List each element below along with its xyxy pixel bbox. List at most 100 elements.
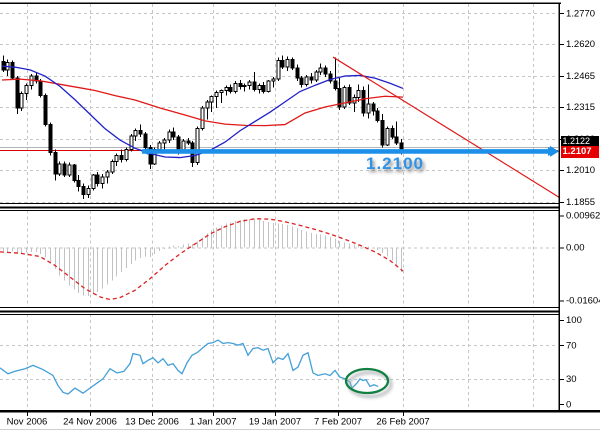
candle-body	[62, 163, 67, 176]
rsi-tick-label: 30	[566, 374, 577, 385]
candle-body	[171, 131, 176, 138]
candle-body	[252, 81, 257, 90]
gridlines	[0, 4, 558, 410]
candle-body	[361, 89, 366, 114]
candle-body	[214, 92, 219, 98]
candle-body	[276, 60, 281, 80]
candle-body	[53, 151, 58, 175]
date-tick-label: 24 Nov 2006	[63, 417, 117, 428]
candlestick-series	[1, 55, 404, 199]
macd-signal-line[interactable]	[0, 218, 404, 301]
candle-body	[57, 163, 62, 175]
candle-body	[205, 101, 210, 109]
rsi-indicator-panel[interactable]	[0, 314, 560, 410]
splitter-bar	[0, 206, 560, 209]
candle-body	[138, 130, 143, 135]
candle-body	[72, 164, 77, 181]
macd-indicator-panel[interactable]	[0, 210, 560, 307]
candle-body	[124, 148, 129, 161]
candle-body	[323, 67, 328, 75]
candle-body	[233, 82, 238, 93]
candle-body	[304, 76, 309, 85]
candle-body	[394, 136, 399, 144]
candle-body	[105, 171, 110, 178]
candle-body	[86, 188, 91, 196]
candle-body	[43, 95, 48, 126]
date-tick-label: 19 Jan 2007	[249, 417, 301, 428]
panel-splitter-2[interactable]	[0, 307, 560, 314]
candle-body	[200, 107, 205, 130]
candle-body	[133, 130, 138, 137]
candle-body	[100, 176, 105, 184]
candle-body	[375, 110, 380, 121]
candle-body	[129, 135, 134, 150]
candle-body	[318, 67, 323, 73]
price-tick-label: 1.2315	[566, 102, 595, 113]
ask-price-badge: 1.2122	[560, 136, 599, 147]
candle-body	[290, 59, 295, 69]
candle-body	[81, 185, 86, 196]
candle-body	[385, 128, 390, 146]
candle-body	[34, 75, 39, 82]
date-tick-label: 26 Feb 2007	[376, 417, 429, 428]
price-pointer-arrow-icon	[548, 146, 559, 156]
candle-body	[285, 59, 290, 68]
rsi-panel-top-border	[0, 313, 560, 315]
price-tick-label: 1.2465	[566, 71, 595, 82]
rsi-tick-label: 0	[566, 399, 571, 410]
candle-body	[186, 140, 191, 144]
candle-body	[76, 179, 81, 187]
candle-body	[19, 93, 24, 109]
candle-body	[24, 84, 29, 95]
support-ray-left-arrow	[141, 147, 149, 156]
rsi-tick-label: 100	[566, 315, 582, 326]
candle-body	[48, 124, 53, 153]
candle-body	[366, 103, 371, 114]
candle-body	[195, 128, 200, 164]
date-scale-area[interactable]	[0, 412, 600, 433]
descending-trendline[interactable]	[332, 56, 561, 199]
candle-body	[209, 96, 214, 103]
rsi-line[interactable]	[0, 339, 379, 395]
ellipse-shadow	[347, 371, 393, 398]
splitter-line	[0, 203, 560, 204]
candle-body	[337, 87, 342, 108]
bottom-separator-line	[0, 429, 600, 430]
candle-body	[110, 161, 115, 173]
date-tick-label: 13 Dec 2006	[125, 417, 179, 428]
candle-body	[247, 81, 252, 86]
candle-body	[238, 82, 243, 87]
candle-body	[114, 155, 119, 163]
date-axis: Nov 2006 24 Nov 2006 13 Dec 2006 1 Jan 2007…	[7, 412, 430, 428]
rsi-tick-label: 70	[566, 340, 577, 351]
candle-body	[119, 155, 124, 161]
candle-body	[314, 71, 319, 81]
splitter-line	[0, 307, 560, 308]
date-tick-label: 7 Feb 2007	[314, 417, 362, 428]
macd-tick-label: 0.00962	[566, 211, 600, 222]
last-price-badge: 1.2107	[560, 146, 599, 158]
candle-body	[347, 86, 352, 104]
candle-body	[390, 128, 395, 138]
price-tick-label: 1.2770	[566, 8, 595, 19]
macd-histogram	[3, 218, 402, 296]
main-price-panel[interactable]	[0, 4, 560, 203]
candle-body	[299, 77, 304, 85]
ma-slow-line[interactable]	[1, 78, 404, 127]
candle-body	[224, 86, 229, 91]
candle-body	[167, 131, 172, 141]
highlight-ellipse-annotation[interactable]	[344, 367, 390, 395]
panel-splitter-1[interactable]	[0, 203, 560, 210]
candle-body	[328, 73, 333, 82]
candle-body	[309, 76, 314, 81]
candle-body	[333, 80, 338, 89]
candle-body	[295, 67, 300, 79]
candle-body	[342, 86, 347, 108]
candle-body	[15, 77, 20, 109]
price-scale-area[interactable]	[560, 0, 600, 410]
macd-tick-label: 0.00	[566, 242, 585, 253]
candle-body	[143, 133, 148, 148]
